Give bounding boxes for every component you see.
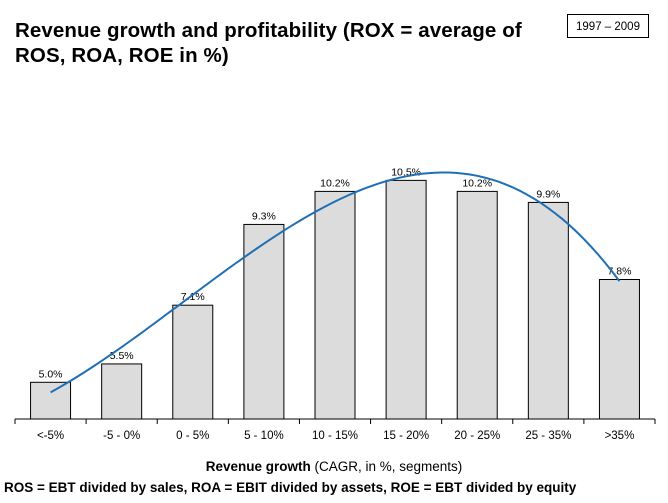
x-tick-label: <-5% [37,430,64,442]
x-tick-label: 20 - 25% [454,430,500,442]
x-tick-label: 25 - 35% [525,430,571,442]
bar [527,201,569,420]
data-label: 5.5% [110,350,134,362]
bar [456,190,498,420]
bar [101,363,143,420]
x-tick-label: 0 - 5% [176,430,209,442]
x-tick-label: -5 - 0% [103,430,140,442]
x-axis-title-bold: Revenue growth [205,459,311,474]
bar [243,223,285,420]
bar [172,304,214,420]
period-box: 1997 – 2009 [567,14,649,38]
trendline [50,171,621,394]
data-label: 10.2% [462,177,492,189]
x-tick-label: >35% [605,430,635,442]
bar [598,279,640,420]
footnote: ROS = EBT divided by sales, ROA = EBIT d… [4,480,577,495]
data-label: 9.9% [536,188,560,200]
data-label: 10.2% [320,177,350,189]
bar [314,190,356,420]
data-label: 5.0% [39,368,63,380]
bar [385,179,427,420]
data-label: 9.3% [252,210,276,222]
bar-chart: 5.0%<-5%5.5%-5 - 0%7.1%0 - 5%9.3%5 - 10%… [14,166,656,442]
x-tick-label: 10 - 15% [312,430,358,442]
bar [30,381,72,420]
x-tick-label: 5 - 10% [244,430,284,442]
x-tick-label: 15 - 20% [383,430,429,442]
x-axis-title-detail: (CAGR, in %, segments) [310,459,463,474]
chart-title: Revenue growth and profitability (ROX = … [15,19,522,67]
x-axis-title: Revenue growth (CAGR, in %, segments) [0,459,668,474]
